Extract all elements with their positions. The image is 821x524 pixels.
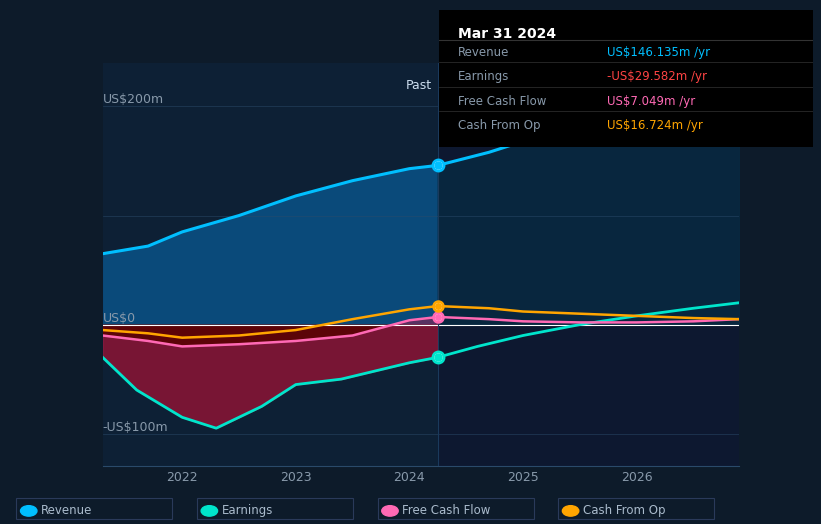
- Text: US$200m: US$200m: [103, 93, 163, 106]
- Text: Revenue: Revenue: [458, 46, 509, 59]
- Text: Analysts Forecasts: Analysts Forecasts: [449, 79, 566, 92]
- Text: Earnings: Earnings: [222, 505, 273, 517]
- Text: -US$100m: -US$100m: [103, 421, 168, 434]
- Bar: [438, 63, 739, 466]
- Text: Earnings: Earnings: [458, 70, 509, 83]
- Text: Cash From Op: Cash From Op: [583, 505, 665, 517]
- Text: Revenue: Revenue: [41, 505, 93, 517]
- Text: -US$29.582m /yr: -US$29.582m /yr: [608, 70, 708, 83]
- Text: US$146.135m /yr: US$146.135m /yr: [608, 46, 710, 59]
- Text: Free Cash Flow: Free Cash Flow: [458, 95, 546, 108]
- Text: US$0: US$0: [103, 312, 135, 324]
- Text: US$7.049m /yr: US$7.049m /yr: [608, 95, 695, 108]
- Text: Cash From Op: Cash From Op: [458, 119, 540, 133]
- Text: Past: Past: [406, 79, 432, 92]
- Text: Mar 31 2024: Mar 31 2024: [458, 27, 556, 41]
- Text: Free Cash Flow: Free Cash Flow: [402, 505, 491, 517]
- Text: US$16.724m /yr: US$16.724m /yr: [608, 119, 704, 133]
